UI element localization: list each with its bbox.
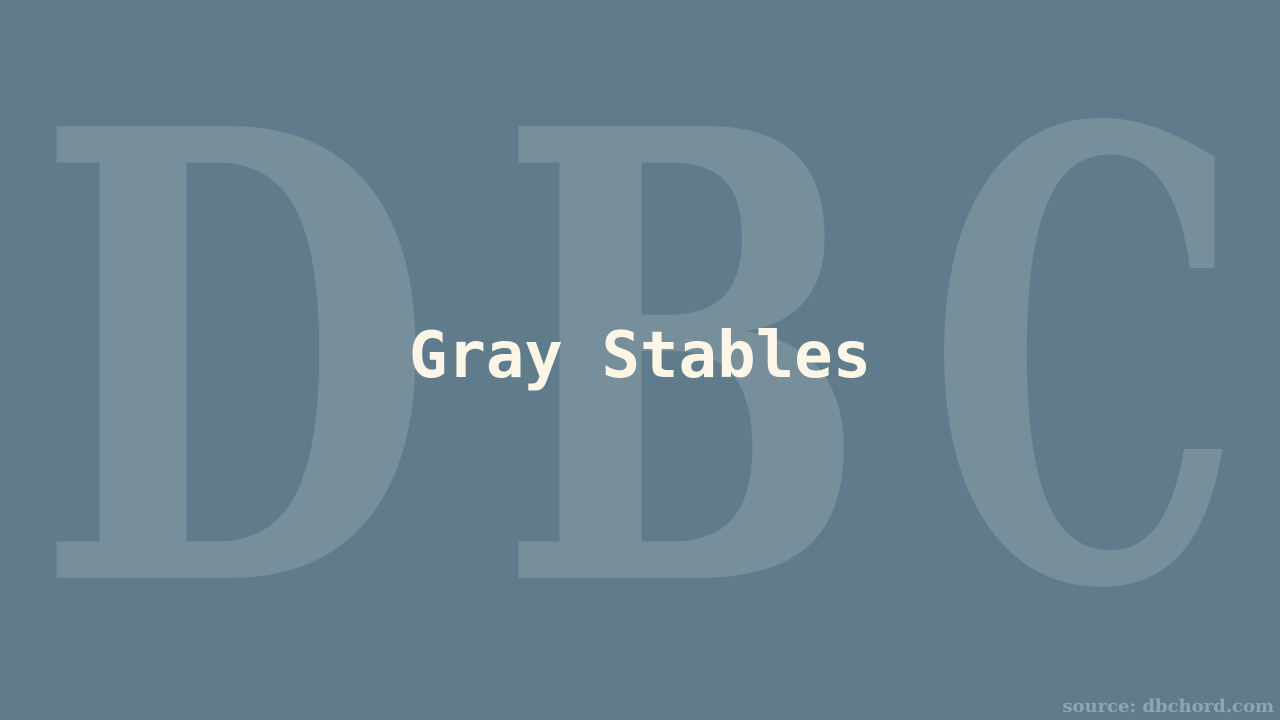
watermark-letter-c: C <box>928 0 1243 720</box>
watermark-letter-b: B <box>498 0 868 720</box>
page-title: Gray Stables <box>408 319 872 393</box>
source-credit: source: dbchord.com <box>1062 696 1274 717</box>
watermark-letter-d: D <box>35 0 435 720</box>
